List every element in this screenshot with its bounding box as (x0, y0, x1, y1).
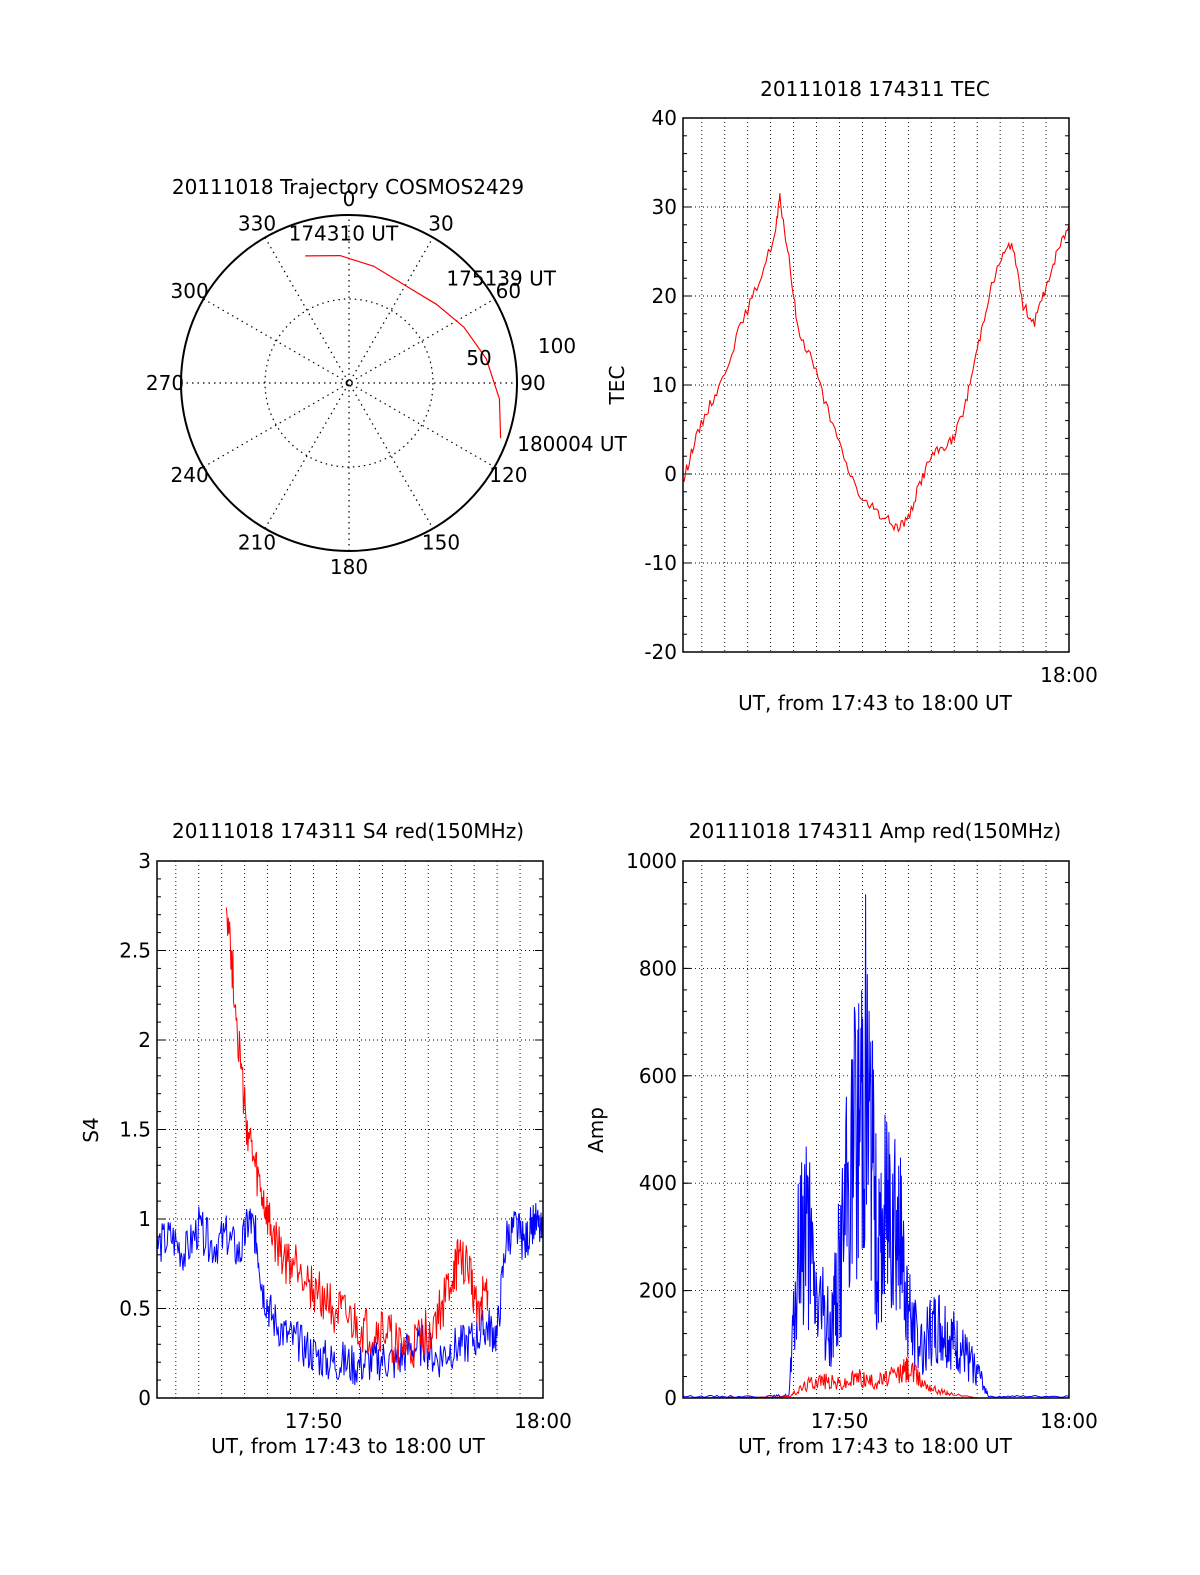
x-tick-label: 17:50 (285, 1409, 343, 1433)
azimuth-label: 120 (489, 463, 527, 487)
amp-ylabel: Amp (584, 1107, 608, 1153)
plot-frame (682, 117, 1070, 653)
azimuth-label: 330 (238, 212, 276, 236)
y-tick-label: 200 (639, 1279, 677, 1303)
s4-xlabel: UT, from 17:43 to 18:00 UT (211, 1434, 486, 1458)
polar-spoke (203, 298, 495, 468)
x-tick-label: 17:50 (811, 1409, 869, 1433)
azimuth-label: 300 (171, 279, 209, 303)
azimuth-label: 150 (422, 530, 460, 554)
azimuth-label: 210 (238, 530, 276, 554)
amp-title: 20111018 174311 Amp red(150MHz) (689, 819, 1061, 843)
elevation-label: 100 (538, 334, 576, 358)
azimuth-label: 180 (330, 555, 368, 579)
x-tick-label: 18:00 (514, 1409, 572, 1433)
y-tick-label: 0 (138, 1386, 151, 1410)
y-tick-label: 1.5 (119, 1118, 151, 1142)
series-line (683, 894, 1069, 1398)
series-line (157, 1202, 543, 1386)
plot-frame (682, 860, 1070, 1399)
polar-spoke (264, 237, 434, 529)
y-tick-label: 20 (652, 284, 677, 308)
tec-plot-area: 40 30 20 10 0 -10 -20 18:00 (644, 106, 1097, 687)
trajectory-time-label: 174310 UT (289, 222, 399, 246)
tec-ylabel: TEC (605, 366, 629, 406)
y-tick-label: 400 (639, 1171, 677, 1195)
x-tick-label: 18:00 (1040, 1409, 1098, 1433)
s4-plot-area: 3 2.5 2 1.5 1 0.5 0 17:50 18:00 (119, 849, 572, 1433)
series-line (683, 193, 1069, 533)
y-tick-label: 0.5 (119, 1297, 151, 1321)
y-tick-label: 1 (138, 1207, 151, 1231)
s4-panel: 20111018 174311 S4 red(150MHz) 3 2.5 2 1.5 1… (79, 819, 572, 1458)
series-line (225, 907, 489, 1371)
y-tick-label: 0 (664, 462, 677, 486)
series-line (683, 1357, 1069, 1398)
polar-spoke (264, 237, 434, 529)
y-tick-label: 30 (652, 195, 677, 219)
y-tick-label: -10 (644, 551, 677, 575)
amp-plot-area: 1000 800 600 400 200 0 17:50 18:00 (626, 849, 1098, 1433)
y-tick-label: 600 (639, 1064, 677, 1088)
trajectory-line (305, 254, 502, 439)
y-tick-label: 40 (652, 106, 677, 130)
y-tick-label: 10 (652, 373, 677, 397)
x-tick-label: 18:00 (1040, 663, 1098, 687)
y-tick-label: 1000 (626, 849, 677, 873)
azimuth-label: 0 (343, 187, 356, 211)
y-tick-label: 2.5 (119, 939, 151, 963)
azimuth-label: 240 (171, 463, 209, 487)
trajectory-title: 20111018 Trajectory COSMOS2429 (172, 175, 524, 199)
series-group (683, 894, 1069, 1398)
azimuth-label: 30 (428, 212, 453, 236)
azimuth-label: 270 (146, 371, 184, 395)
tec-xlabel: UT, from 17:43 to 18:00 UT (738, 691, 1013, 715)
s4-title: 20111018 174311 S4 red(150MHz) (172, 819, 524, 843)
y-tick-label: 3 (138, 849, 151, 873)
trajectory-panel: 20111018 Trajectory COSMOS2429 0 30 60 90 12… (146, 175, 628, 579)
trajectory-series (305, 254, 502, 439)
amp-panel: 20111018 174311 Amp red(150MHz) 1000 800 6… (584, 819, 1098, 1458)
series-group (683, 193, 1069, 533)
azimuth-label: 60 (496, 279, 521, 303)
y-tick-label: 0 (664, 1386, 677, 1410)
tec-panel: 20111018 174311 TEC 40 30 20 10 0 -10 -20 18:00… (605, 77, 1098, 715)
s4-ylabel: S4 (79, 1117, 103, 1142)
azimuth-label: 90 (520, 371, 545, 395)
polar-grid (180, 214, 518, 552)
trajectory-time-label: 175139 UT (446, 267, 556, 291)
y-tick-label: -20 (644, 640, 677, 664)
trajectory-time-label: 180004 UT (517, 432, 627, 456)
y-tick-label: 2 (138, 1028, 151, 1052)
polar-spoke (203, 298, 495, 468)
polar-inner-ring (264, 298, 434, 468)
amp-xlabel: UT, from 17:43 to 18:00 UT (738, 1434, 1013, 1458)
elevation-label: 50 (466, 346, 491, 370)
series-group (157, 907, 543, 1386)
plot-frame (156, 860, 544, 1399)
azimuth-labels: 0 30 60 90 120 150 180 210 240 270 300 330 50 100 1743… (146, 187, 628, 579)
y-tick-label: 800 (639, 956, 677, 980)
tec-title: 20111018 174311 TEC (760, 77, 990, 101)
